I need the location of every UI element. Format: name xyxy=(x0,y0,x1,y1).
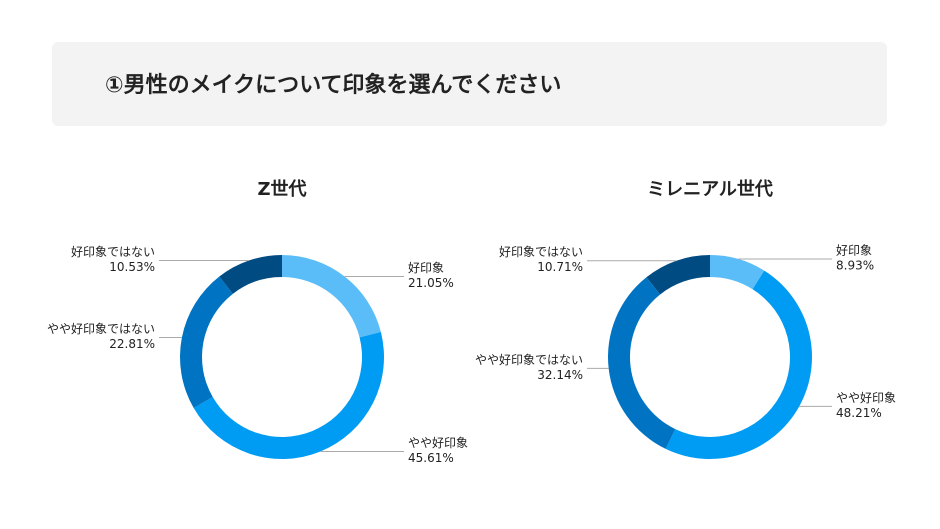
slice-label: やや好印象 xyxy=(408,436,468,450)
slice-value-label: 21.05% xyxy=(408,276,454,290)
slice-value-label: 10.71% xyxy=(537,260,583,274)
donut-slice xyxy=(608,277,676,449)
chart-title: ミレニアル世代 xyxy=(647,179,773,200)
slice-label: やや好印象ではない xyxy=(47,322,155,336)
donut-slice xyxy=(180,276,233,409)
header-box xyxy=(52,42,887,126)
slice-label: やや好印象 xyxy=(836,391,896,405)
slice-value-label: 8.93% xyxy=(836,258,874,272)
donut-slice xyxy=(193,331,385,460)
donut-slice xyxy=(665,270,812,459)
donut-slice xyxy=(710,255,765,290)
slice-value-label: 48.21% xyxy=(836,406,882,420)
slice-value-label: 45.61% xyxy=(408,451,454,465)
slice-label: 好印象ではない xyxy=(71,245,155,259)
slice-label: 好印象 xyxy=(836,243,872,257)
donut-slice xyxy=(219,255,282,294)
slice-value-label: 22.81% xyxy=(109,337,155,351)
chart-title: Z世代 xyxy=(257,179,306,200)
slice-value-label: 32.14% xyxy=(537,368,583,382)
donut-slice xyxy=(646,255,710,295)
slice-label: 好印象 xyxy=(408,261,444,275)
slice-label: やや好印象ではない xyxy=(475,353,583,367)
slice-value-label: 10.53% xyxy=(109,260,155,274)
slice-label: 好印象ではない xyxy=(499,245,583,259)
donut-slice xyxy=(282,255,381,338)
header-title: ①男性のメイクについて印象を選んでください xyxy=(105,72,561,98)
